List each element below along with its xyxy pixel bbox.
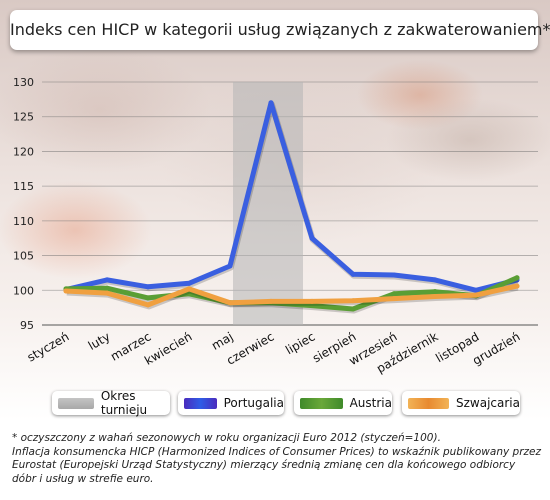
legend-item-austria: Austria — [294, 391, 392, 415]
legend-item-okres-turnieju: Okres turnieju — [52, 389, 170, 417]
data-point — [309, 303, 315, 309]
title-box — [10, 10, 538, 50]
data-point — [145, 302, 151, 308]
y-tick-label: 95 — [20, 319, 34, 332]
legend-swatch-portugalia — [184, 397, 217, 409]
x-tick-label: kwiecień — [142, 329, 194, 367]
data-point — [432, 277, 438, 283]
x-tick-label: luty — [86, 329, 113, 352]
data-point — [432, 294, 438, 300]
data-point — [350, 298, 356, 304]
data-point — [186, 286, 192, 292]
data-point — [350, 271, 356, 277]
data-point — [391, 272, 397, 278]
data-point — [514, 275, 520, 281]
data-point — [514, 283, 520, 289]
data-point — [104, 277, 110, 283]
data-point — [63, 288, 69, 294]
data-point — [104, 285, 110, 291]
y-tick-label: 110 — [13, 215, 34, 228]
data-point — [145, 295, 151, 301]
data-point — [227, 263, 233, 269]
y-tick-label: 125 — [13, 111, 34, 124]
legend-label-portugalia: Portugalia — [223, 396, 284, 410]
x-tick-label: styczeń — [25, 329, 72, 364]
chart-title: Indeks cen HICP w kategorii usług związa… — [10, 20, 550, 39]
data-point — [227, 300, 233, 306]
legend-swatch-okres-turnieju — [58, 397, 94, 409]
data-point — [145, 284, 151, 290]
legend-swatch-austria — [300, 397, 343, 409]
data-point — [391, 296, 397, 302]
data-point — [473, 292, 479, 298]
x-tick-label: grudzień — [470, 329, 522, 367]
y-tick-label: 105 — [13, 250, 34, 263]
x-tick-label: maj — [209, 329, 235, 352]
legend-item-szwajcaria: Szwajcaria — [402, 391, 520, 415]
data-point — [309, 298, 315, 304]
footnote-line-1: * oczyszczony z wahań sezonowych w roku … — [12, 432, 441, 444]
data-point — [186, 291, 192, 297]
legend-label-austria: Austria — [349, 396, 392, 410]
data-point — [432, 289, 438, 295]
data-point — [104, 290, 110, 296]
legend-swatch-szwajcaria — [408, 397, 449, 409]
legend-label-okres-turnieju: Okres turnieju — [100, 389, 148, 417]
footnote-line-2: Inflacja konsumencka HICP (Harmonized In… — [12, 445, 542, 485]
y-tick-label: 130 — [13, 76, 34, 89]
footnote: * oczyszczony z wahań sezonowych w roku … — [12, 432, 542, 486]
series-line-portugalia — [63, 100, 520, 293]
data-point — [268, 100, 274, 106]
data-point — [473, 287, 479, 293]
data-point — [350, 306, 356, 312]
legend-item-portugalia: Portugalia — [178, 391, 284, 415]
data-point — [268, 298, 274, 304]
data-point — [186, 280, 192, 286]
legend-label-szwajcaria: Szwajcaria — [456, 396, 520, 410]
x-tick-label: czerwiec — [224, 329, 276, 367]
y-tick-label: 120 — [13, 145, 34, 158]
data-point — [309, 235, 315, 241]
series-line-austria — [63, 275, 520, 312]
series-line-szwajcaria — [63, 283, 520, 308]
data-point — [391, 291, 397, 297]
y-tick-label: 100 — [13, 284, 34, 297]
y-tick-label: 115 — [13, 180, 34, 193]
